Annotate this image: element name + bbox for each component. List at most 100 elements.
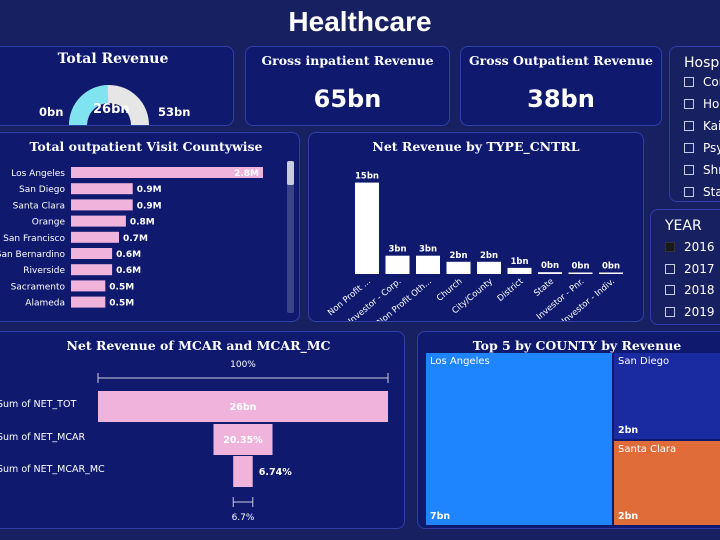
type-value-label: 0bn [571, 262, 589, 272]
total-revenue-gauge [69, 85, 149, 125]
checkbox[interactable] [684, 99, 694, 109]
visit-value-label: 0.6M [116, 266, 141, 276]
type-bar [568, 272, 593, 274]
hosp-option-label: Stat [703, 185, 720, 199]
net-revenue-type-title: Net Revenue by TYPE_CNTRL [372, 139, 580, 154]
visit-bar [71, 280, 106, 292]
visit-bar [71, 199, 133, 211]
gross-inpatient-card[interactable]: Gross inpatient Revenue 65bn [245, 46, 450, 126]
checkbox[interactable] [665, 306, 675, 317]
funnel-bar-label: 26bn [230, 402, 257, 413]
hosp-option-label: Com [703, 75, 720, 89]
visit-bar [71, 215, 126, 227]
year-option-label: 2017 [684, 261, 715, 276]
funnel-card[interactable]: Net Revenue of MCAR and MCAR_MC 100% Sum … [0, 331, 405, 529]
type-value-label: 15bn [355, 172, 379, 182]
gross-inpatient-title: Gross inpatient Revenue [261, 53, 434, 68]
county-label: Riverside [23, 266, 65, 276]
hosp-option[interactable]: Com [684, 73, 720, 91]
gauge-value-label: 26bn [93, 102, 130, 117]
type-category-label: State [532, 277, 556, 299]
scrollbar-thumb[interactable] [287, 161, 294, 185]
type-value-label: 3bn [419, 245, 437, 255]
checkbox[interactable] [684, 165, 694, 175]
total-revenue-title: Total Revenue [57, 51, 169, 67]
visit-value-label: 0.8M [130, 218, 155, 228]
funnel-bar [98, 391, 388, 422]
checkbox[interactable] [684, 187, 694, 197]
year-option-label: 2019 [684, 304, 715, 319]
year-option[interactable]: 2018 [665, 281, 715, 299]
checkbox[interactable] [684, 143, 694, 153]
visit-value-label: 0.7M [123, 234, 148, 244]
county-label: Santa Clara [13, 201, 65, 211]
funnel-row-label: Sum of NET_MCAR [0, 432, 85, 443]
treemap-card[interactable]: Top 5 by COUNTY by Revenue Los Angeles 7… [417, 331, 720, 529]
visit-value-label: 0.5M [109, 299, 134, 309]
year-option[interactable]: 2016 [665, 238, 715, 256]
year-option[interactable]: 2019 [665, 303, 715, 321]
year-slicer[interactable]: YEAR 2016 2017 2018 2019 [650, 209, 720, 325]
hosp-option[interactable]: Stat [684, 183, 720, 201]
funnel-bar [213, 424, 273, 455]
total-revenue-card[interactable]: Total Revenue 0bn 26bn 53bn [0, 46, 234, 126]
hosp-slicer[interactable]: Hosp Com Hos Kais Psy Shri Stat [669, 46, 720, 202]
hosp-option-label: Psy [703, 141, 720, 155]
visit-value-label: 0.5M [109, 282, 134, 292]
tile-name: Santa Clara [618, 444, 677, 455]
hosp-option[interactable]: Shri [684, 161, 720, 179]
checkbox[interactable] [684, 77, 694, 87]
net-revenue-type-card[interactable]: Net Revenue by TYPE_CNTRL 15bn Non Profit… [308, 132, 644, 322]
visit-value-label: 2.8M [234, 169, 259, 179]
checkbox[interactable] [665, 285, 675, 295]
county-label: San Bernardino [0, 250, 65, 260]
funnel-title: Net Revenue of MCAR and MCAR_MC [66, 338, 331, 353]
type-bar [599, 272, 623, 274]
county-label: San Francisco [3, 234, 65, 244]
visit-value-label: 0.6M [116, 250, 141, 260]
type-value-label: 0bn [602, 262, 620, 272]
funnel-bar [233, 456, 253, 487]
type-value-label: 3bn [388, 245, 406, 255]
gauge-fill-arc [69, 85, 109, 125]
outpatient-visits-title: Total outpatient Visit Countywise [29, 139, 263, 154]
checkbox[interactable] [684, 121, 694, 131]
gross-outpatient-title: Gross Outpatient Revenue [469, 53, 653, 68]
treemap-title: Top 5 by COUNTY by Revenue [472, 338, 682, 353]
visit-bar [71, 264, 113, 276]
county-label: Los Angeles [11, 169, 65, 179]
county-label: Orange [32, 218, 66, 228]
county-label: San Diego [19, 185, 65, 195]
funnel-row-label: Sum of NET_MCAR_MC [0, 464, 105, 475]
tile-value: 7bn [430, 511, 451, 522]
funnel-top-pct: 100% [230, 360, 256, 370]
outpatient-visits-card[interactable]: Total outpatient Visit Countywise Los An… [0, 132, 300, 322]
treemap-tile-san-diego[interactable]: San Diego 2bn [614, 353, 720, 439]
funnel-chart: 100% Sum of NET_TOT 26bn Sum of NET_MCAR 20.… [0, 360, 389, 523]
tile-value: 2bn [618, 425, 639, 436]
hosp-option[interactable]: Kais [684, 117, 720, 135]
checkbox[interactable] [665, 263, 675, 274]
visit-value-label: 0.9M [137, 185, 162, 195]
scrollbar[interactable] [287, 161, 294, 313]
hosp-option[interactable]: Psy [684, 139, 720, 157]
type-bar [416, 255, 440, 274]
outpatient-visits-chart: Los Angeles 2.8M San Diego 0.9M Santa Clara 0… [0, 167, 263, 309]
type-bar [355, 182, 379, 274]
hosp-option-label: Shri [703, 163, 720, 177]
checkbox[interactable] [665, 242, 675, 252]
gross-outpatient-card[interactable]: Gross Outpatient Revenue 38bn [460, 46, 662, 126]
tile-name: Los Angeles [430, 356, 490, 367]
county-label: Sacramento [11, 282, 66, 292]
treemap-tile-santa-clara[interactable]: Santa Clara 2bn [614, 441, 720, 525]
tile-name: San Diego [618, 356, 670, 367]
treemap-tile-los-angeles[interactable]: Los Angeles 7bn [426, 353, 612, 525]
type-value-label: 2bn [480, 251, 498, 261]
year-option-label: 2018 [684, 283, 715, 297]
year-option-label: 2016 [684, 240, 715, 254]
visit-bar [71, 248, 113, 259]
gross-inpatient-value: 65bn [313, 85, 382, 113]
year-option[interactable]: 2017 [665, 260, 715, 278]
hosp-option[interactable]: Hos [684, 95, 720, 113]
